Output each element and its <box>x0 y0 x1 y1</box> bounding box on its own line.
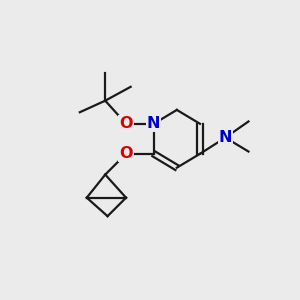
Text: N: N <box>219 130 232 145</box>
Text: O: O <box>119 116 133 131</box>
Text: O: O <box>119 146 133 161</box>
Text: N: N <box>147 116 160 131</box>
